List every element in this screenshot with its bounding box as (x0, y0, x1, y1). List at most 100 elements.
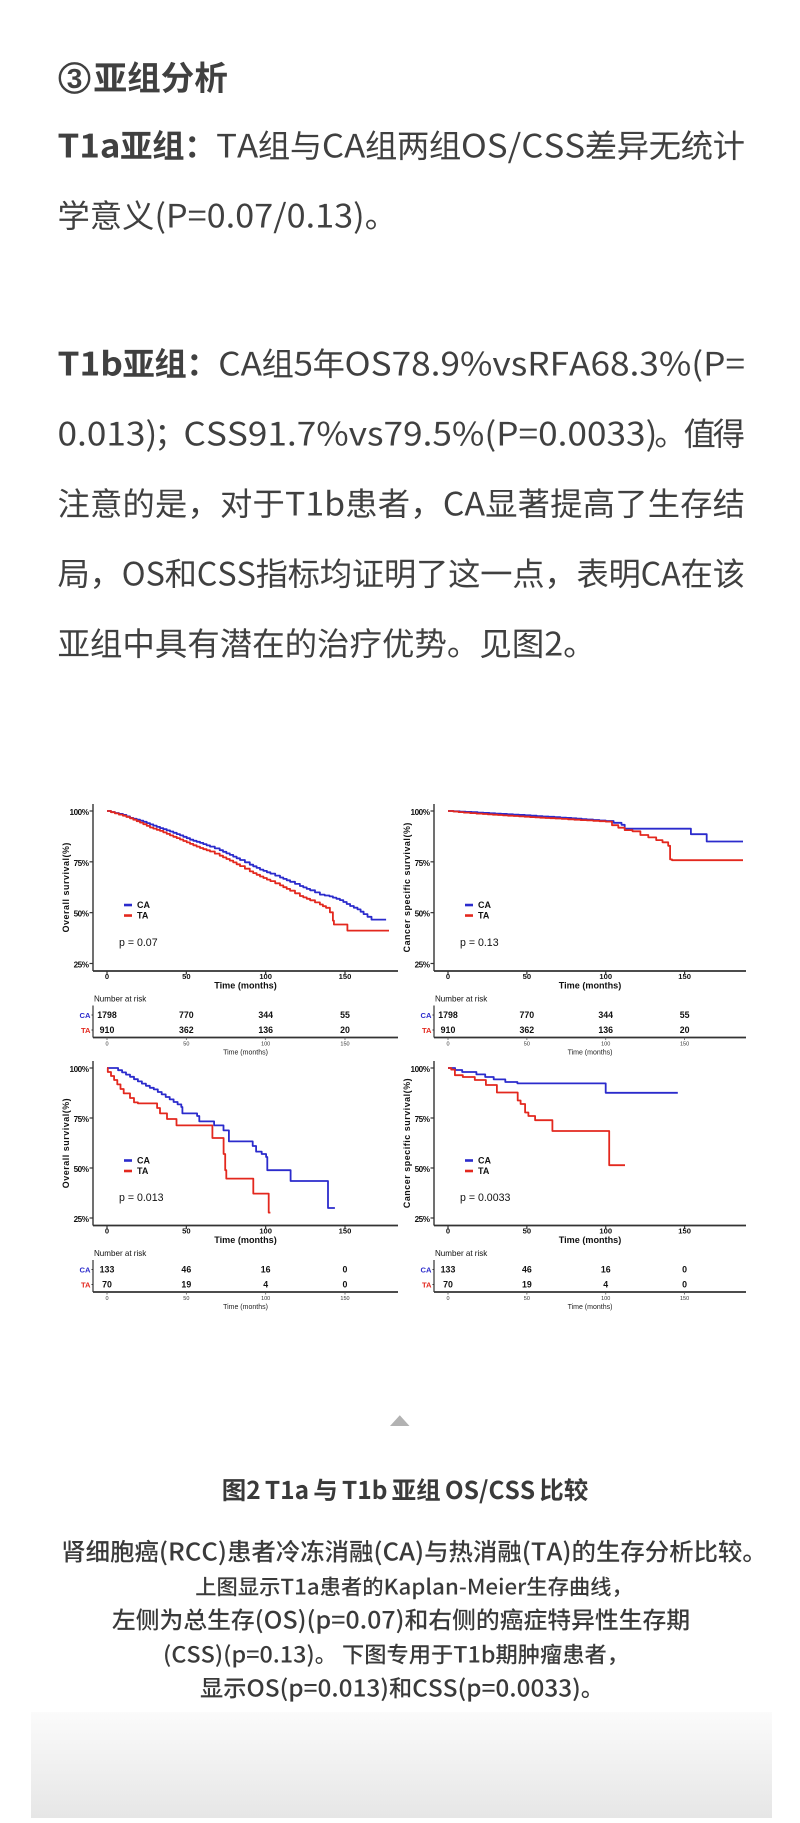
svg-text:Cancer specific survival(%): Cancer specific survival(%) (402, 1078, 412, 1208)
svg-text:TA: TA (478, 1166, 490, 1176)
svg-text:Time (months): Time (months) (214, 1235, 276, 1245)
svg-text:0: 0 (446, 972, 450, 981)
svg-text:Number at risk: Number at risk (94, 1249, 147, 1258)
svg-text:Time (months): Time (months) (559, 1235, 621, 1245)
svg-text:p = 0.07: p = 0.07 (119, 937, 158, 949)
svg-text:362: 362 (520, 1025, 535, 1035)
svg-text:0: 0 (682, 1280, 687, 1290)
svg-text:100: 100 (261, 1041, 270, 1047)
svg-text:0: 0 (343, 1265, 348, 1275)
svg-text:150: 150 (339, 1227, 352, 1236)
svg-text:770: 770 (520, 1010, 535, 1020)
svg-text:TA: TA (81, 1026, 91, 1035)
svg-text:16: 16 (601, 1265, 611, 1275)
svg-text:0: 0 (105, 1041, 108, 1047)
svg-text:150: 150 (680, 1041, 689, 1047)
svg-text:75%: 75% (415, 1115, 431, 1124)
svg-text:Time (months): Time (months) (214, 980, 276, 990)
svg-text:50: 50 (524, 1041, 530, 1047)
svg-text:150: 150 (340, 1041, 349, 1047)
svg-text:55: 55 (340, 1010, 350, 1020)
svg-text:344: 344 (598, 1010, 613, 1020)
svg-text:CA: CA (478, 1156, 491, 1166)
svg-text:50%: 50% (415, 1165, 431, 1174)
svg-text:Time (months): Time (months) (568, 1049, 613, 1056)
svg-text:19: 19 (522, 1280, 532, 1290)
svg-text:p = 0.13: p = 0.13 (460, 937, 499, 949)
svg-text:150: 150 (678, 1227, 691, 1236)
svg-text:0: 0 (105, 1227, 109, 1236)
svg-text:50%: 50% (415, 910, 431, 919)
svg-text:50: 50 (523, 1227, 531, 1236)
svg-text:150: 150 (339, 972, 352, 981)
svg-text:20: 20 (340, 1025, 350, 1035)
svg-text:25%: 25% (74, 960, 90, 969)
svg-text:Time (months): Time (months) (559, 980, 621, 990)
svg-text:75%: 75% (74, 1115, 90, 1124)
svg-text:50: 50 (183, 1296, 189, 1302)
svg-text:16: 16 (261, 1265, 271, 1275)
svg-text:133: 133 (100, 1265, 115, 1275)
svg-text:CA: CA (421, 1011, 432, 1020)
svg-text:0: 0 (105, 1296, 108, 1302)
svg-text:362: 362 (179, 1025, 194, 1035)
svg-text:Number at risk: Number at risk (435, 1249, 488, 1258)
svg-text:100: 100 (259, 972, 272, 981)
svg-text:75%: 75% (74, 859, 90, 868)
svg-text:Number at risk: Number at risk (94, 994, 147, 1003)
svg-text:1798: 1798 (438, 1010, 458, 1020)
svg-text:344: 344 (258, 1010, 273, 1020)
svg-text:50%: 50% (74, 1165, 90, 1174)
svg-text:CA: CA (478, 900, 491, 910)
svg-text:0: 0 (682, 1265, 687, 1275)
svg-text:TA: TA (137, 1166, 149, 1176)
svg-text:CA: CA (137, 1156, 150, 1166)
svg-text:46: 46 (522, 1265, 532, 1275)
svg-text:910: 910 (100, 1025, 115, 1035)
svg-text:70: 70 (443, 1280, 453, 1290)
svg-text:25%: 25% (74, 1215, 90, 1224)
svg-text:CA: CA (421, 1266, 432, 1275)
svg-text:Number at risk: Number at risk (435, 994, 488, 1003)
svg-text:100%: 100% (411, 808, 431, 817)
svg-text:1798: 1798 (97, 1010, 117, 1020)
svg-text:770: 770 (179, 1010, 194, 1020)
svg-text:p = 0.0033: p = 0.0033 (460, 1192, 510, 1204)
svg-text:100: 100 (261, 1296, 270, 1302)
svg-text:0: 0 (446, 1041, 449, 1047)
svg-text:100: 100 (601, 1041, 610, 1047)
svg-text:3: 3 (67, 63, 83, 94)
svg-text:Time (months): Time (months) (568, 1304, 613, 1311)
svg-text:Cancer specific survival(%): Cancer specific survival(%) (402, 822, 412, 952)
svg-text:70: 70 (102, 1280, 112, 1290)
svg-text:50: 50 (182, 972, 190, 981)
svg-text:4: 4 (263, 1280, 268, 1290)
svg-text:150: 150 (340, 1296, 349, 1302)
svg-text:150: 150 (680, 1296, 689, 1302)
svg-text:TA: TA (478, 911, 490, 921)
svg-text:0: 0 (446, 1296, 449, 1302)
svg-text:136: 136 (258, 1025, 273, 1035)
svg-text:136: 136 (598, 1025, 613, 1035)
svg-text:Time (months): Time (months) (223, 1049, 268, 1056)
svg-text:TA: TA (422, 1026, 432, 1035)
svg-text:TA: TA (81, 1281, 91, 1290)
svg-text:150: 150 (678, 972, 691, 981)
svg-text:100: 100 (599, 972, 612, 981)
svg-text:25%: 25% (415, 960, 431, 969)
svg-text:19: 19 (181, 1280, 191, 1290)
svg-text:50: 50 (524, 1296, 530, 1302)
svg-text:0: 0 (446, 1227, 450, 1236)
svg-text:133: 133 (441, 1265, 456, 1275)
svg-text:TA: TA (137, 911, 149, 921)
svg-text:Overall survival(%): Overall survival(%) (61, 1098, 71, 1188)
svg-text:Overall survival(%): Overall survival(%) (61, 842, 71, 932)
svg-text:CA: CA (137, 900, 150, 910)
svg-text:p = 0.013: p = 0.013 (119, 1192, 164, 1204)
svg-text:100: 100 (259, 1227, 272, 1236)
svg-text:Time (months): Time (months) (223, 1304, 268, 1311)
svg-text:50: 50 (523, 972, 531, 981)
svg-text:CA: CA (80, 1266, 91, 1275)
svg-text:0: 0 (105, 972, 109, 981)
svg-text:75%: 75% (415, 859, 431, 868)
